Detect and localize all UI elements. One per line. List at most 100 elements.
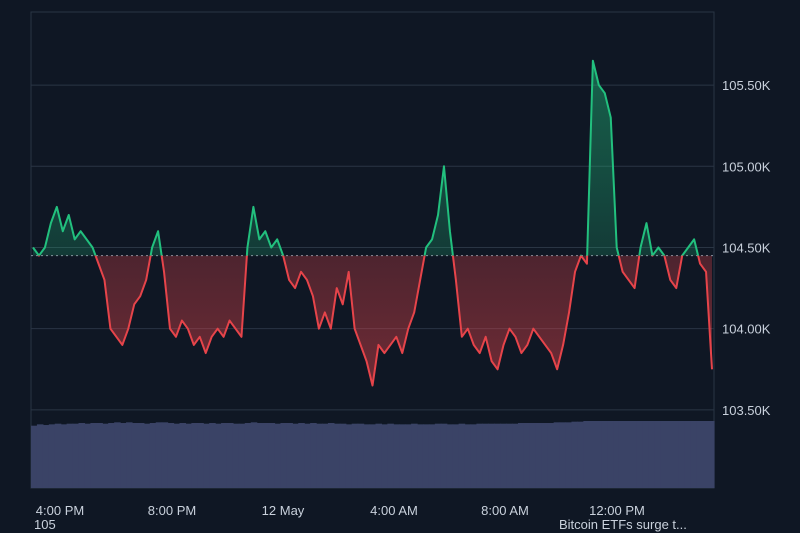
volume-bar — [96, 423, 103, 488]
volume-bar — [197, 423, 204, 488]
volume-bar — [215, 423, 222, 488]
volume-bar — [559, 422, 567, 488]
volume-bar — [434, 423, 442, 488]
volume-bar — [702, 421, 709, 488]
volume-bar — [221, 423, 228, 488]
volume-bar — [185, 423, 192, 488]
volume-bar — [114, 422, 121, 488]
volume-bar — [120, 423, 127, 488]
volume-bar — [274, 423, 282, 488]
volume-bar — [387, 423, 394, 488]
y-tick-label: 105.00K — [722, 159, 771, 174]
y-tick-label: 105.50K — [722, 78, 771, 93]
area-below-baseline — [95, 255, 712, 386]
volume-bar — [672, 421, 679, 488]
volume-bar — [607, 421, 614, 488]
volume-bar — [654, 421, 662, 488]
volume-bar — [363, 424, 371, 488]
volume-bar — [191, 423, 198, 488]
volume-bar — [506, 423, 513, 488]
volume-bar — [541, 423, 549, 488]
volume-bar — [310, 423, 317, 488]
volume-bar — [143, 423, 151, 488]
volume-bar — [577, 421, 584, 488]
volume-bar — [708, 421, 715, 488]
volume-bar — [535, 423, 543, 488]
volume-bar — [31, 425, 38, 488]
volume-bar — [72, 423, 80, 488]
volume-bar — [464, 424, 472, 488]
volume-bar — [399, 424, 406, 488]
volume-bar — [126, 422, 133, 488]
volume-bar — [405, 424, 412, 488]
volume-bar — [446, 424, 454, 488]
volume-bar — [48, 424, 56, 488]
overlay-left-text: 105 — [34, 517, 56, 532]
volume-bar — [351, 423, 359, 488]
volume-bar — [488, 423, 495, 488]
volume-bar — [417, 424, 424, 488]
volume-bar — [327, 423, 335, 488]
volume-bar — [624, 421, 632, 488]
y-tick-label: 104.50K — [722, 240, 771, 255]
volume-bar — [601, 421, 608, 488]
volume-bar — [173, 423, 181, 488]
volume-bar — [203, 423, 210, 488]
volume-bar — [630, 421, 638, 488]
volume-bar — [500, 423, 507, 488]
fill-layer — [33, 60, 712, 386]
volume-bar — [298, 423, 305, 488]
volume-bar — [422, 424, 430, 488]
x-tick-label: 8:00 AM — [481, 503, 529, 518]
volume-bar — [518, 423, 525, 488]
volume-bar — [66, 423, 74, 488]
volume-bar — [60, 424, 68, 488]
volume-bar — [244, 423, 252, 488]
x-tick-label: 4:00 AM — [370, 503, 418, 518]
volume-bar — [428, 424, 436, 488]
volume-bar — [345, 424, 353, 488]
volume-bar — [167, 423, 175, 488]
price-line-up — [32, 59, 700, 256]
volume-bar — [357, 423, 365, 488]
axis-layer: 103.50K 104.00K 104.50K 105.00K 105.50K 4:00 … — [36, 78, 771, 518]
volume-bar — [322, 423, 329, 488]
volume-bar — [381, 424, 388, 488]
volume-bar — [571, 421, 578, 488]
price-line-down — [37, 255, 713, 387]
volume-bar — [613, 421, 620, 488]
line-layer — [32, 59, 713, 387]
volume-bar — [547, 423, 555, 488]
volume-bar — [316, 423, 323, 488]
volume-bar — [583, 421, 590, 488]
volume-bar — [226, 423, 234, 488]
volume-bar — [339, 423, 347, 488]
volume-bar — [90, 423, 97, 488]
volume-bar — [523, 423, 531, 488]
y-tick-label: 103.50K — [722, 403, 771, 418]
volume-bar — [286, 423, 293, 488]
volume-bar — [292, 423, 299, 488]
volume-bar — [440, 423, 448, 488]
volume-bar — [84, 423, 91, 488]
volume-bar — [690, 421, 697, 488]
volume-bar — [155, 422, 163, 488]
news-ticker-text[interactable]: Bitcoin ETFs surge t... — [559, 517, 687, 532]
volume-bar — [618, 421, 626, 488]
volume-bar — [565, 422, 573, 488]
volume-bar — [369, 424, 377, 488]
volume-bar — [238, 423, 246, 488]
volume-bar — [666, 421, 674, 488]
x-tick-label: 12 May — [262, 503, 305, 518]
y-tick-label: 104.00K — [722, 322, 771, 337]
volume-bar — [54, 423, 62, 488]
volume-bar — [660, 421, 668, 488]
volume-bar — [250, 422, 258, 488]
volume-bar — [512, 423, 519, 488]
volume-bar — [108, 423, 115, 488]
volume-bar — [256, 423, 264, 488]
volume-bar — [589, 421, 596, 488]
volume-bar — [304, 423, 311, 488]
volume-bar — [482, 423, 489, 488]
